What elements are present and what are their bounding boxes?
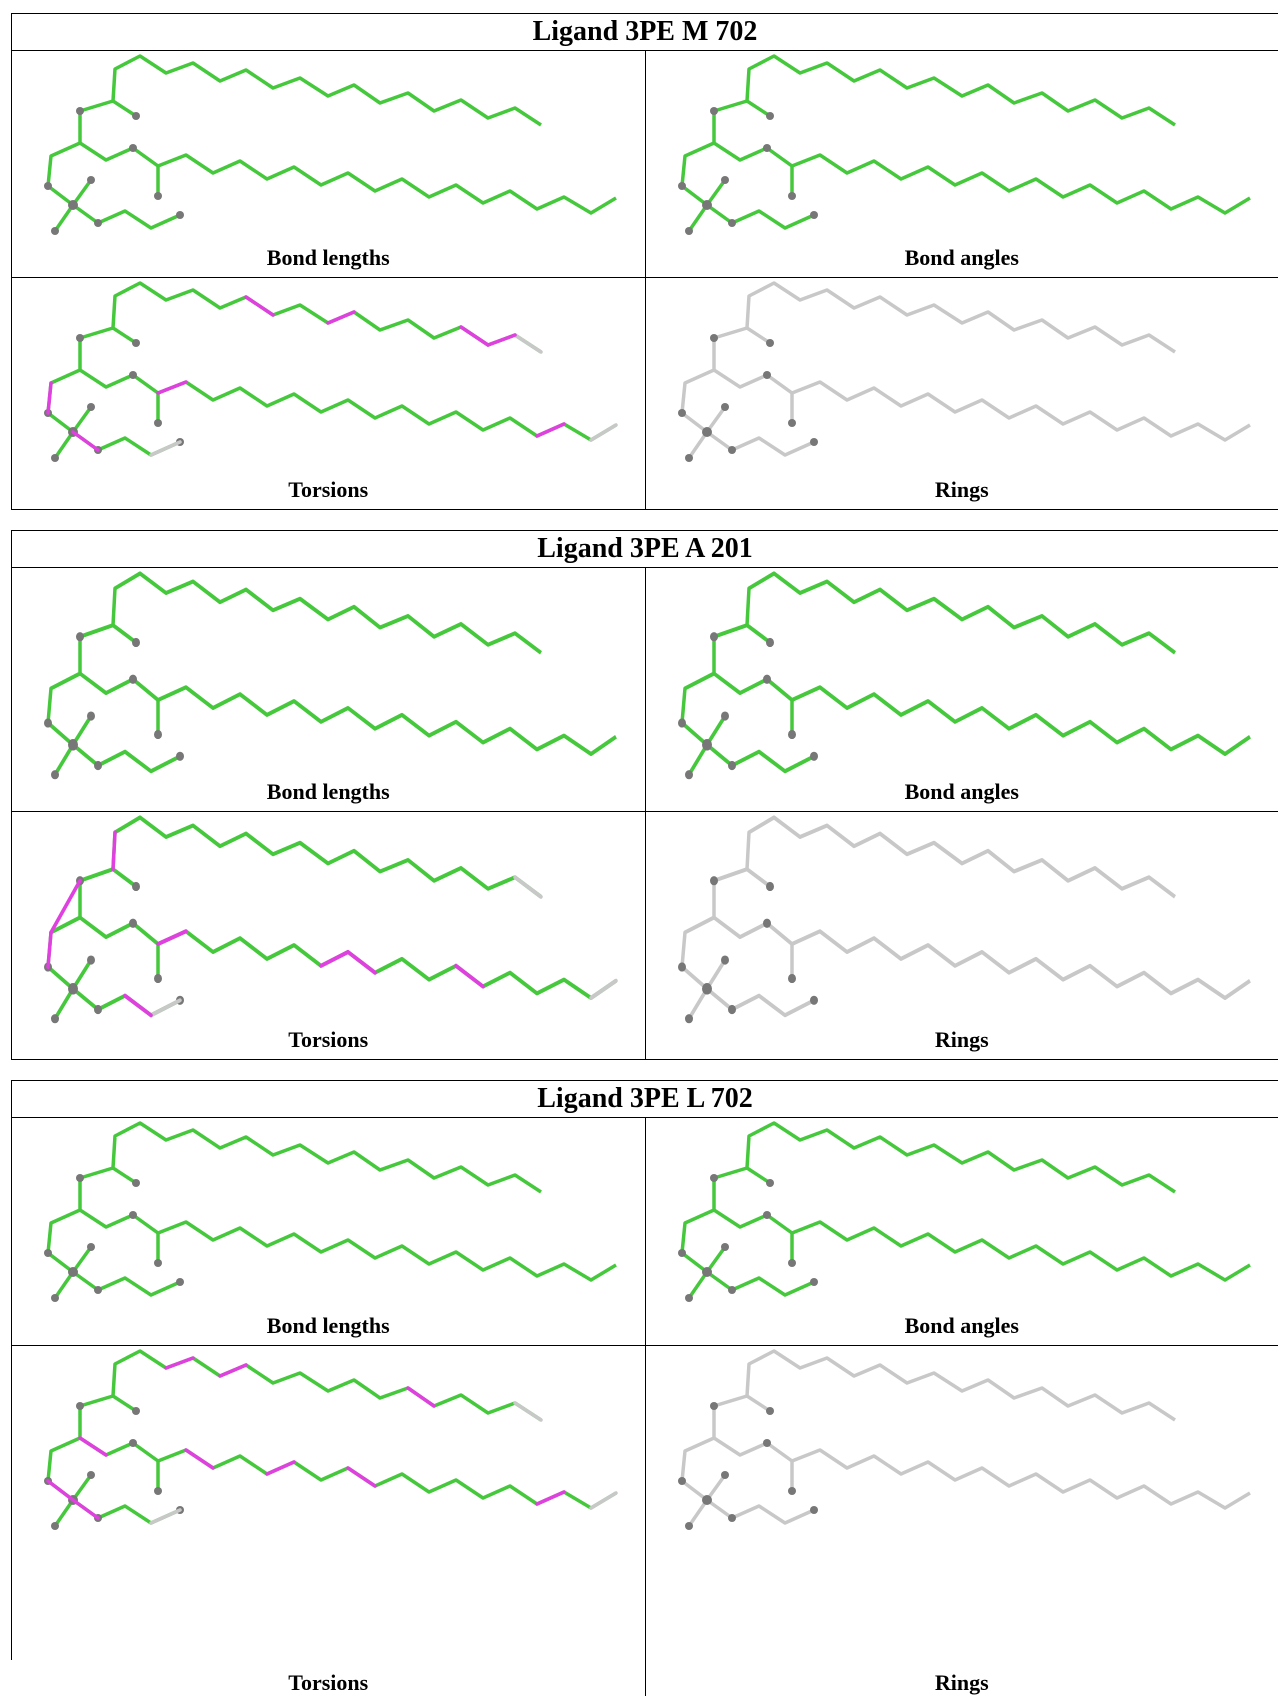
image-cell: Bond lengths [12, 51, 646, 277]
ligand-image [18, 1120, 623, 1345]
image-cell: Bond angles [646, 1118, 1278, 1345]
cell-caption: Rings [646, 1027, 1278, 1053]
ligand-image [652, 53, 1257, 277]
cell-caption: Torsions [12, 477, 645, 503]
image-cell: Rings [646, 278, 1278, 509]
cell-caption: Bond lengths [12, 779, 645, 805]
ligand-image [18, 1348, 623, 1578]
image-cell: Torsions [12, 812, 646, 1059]
ligand-image [18, 53, 623, 277]
cell-caption: Bond angles [646, 245, 1278, 271]
table-title: Ligand 3PE L 702 [12, 1081, 1278, 1118]
image-cell: Torsions [12, 1346, 646, 1696]
ligand-image [18, 814, 623, 1059]
cell-caption: Torsions [12, 1670, 645, 1696]
ligand-image [652, 1348, 1257, 1578]
ligand-image [652, 570, 1257, 811]
cell-caption: Rings [646, 1670, 1278, 1696]
image-cell: Bond angles [646, 568, 1278, 811]
image-cell: Bond angles [646, 51, 1278, 277]
image-cell: Bond lengths [12, 568, 646, 811]
ligand-image [652, 1120, 1257, 1345]
table-title: Ligand 3PE M 702 [12, 14, 1278, 51]
cell-caption: Bond angles [646, 1313, 1278, 1339]
cell-caption: Bond lengths [12, 1313, 645, 1339]
cell-caption: Rings [646, 477, 1278, 503]
cell-caption: Bond angles [646, 779, 1278, 805]
ligand-image [18, 280, 623, 509]
image-cell: Rings [646, 812, 1278, 1059]
image-cell: Bond lengths [12, 1118, 646, 1345]
image-cell: Rings [646, 1346, 1278, 1696]
table-title: Ligand 3PE A 201 [12, 531, 1278, 568]
ligand-image [652, 280, 1257, 509]
cell-caption: Torsions [12, 1027, 645, 1053]
image-cell: Torsions [12, 278, 646, 509]
ligand-image [652, 814, 1257, 1059]
cell-caption: Bond lengths [12, 245, 645, 271]
ligand-image [18, 570, 623, 811]
